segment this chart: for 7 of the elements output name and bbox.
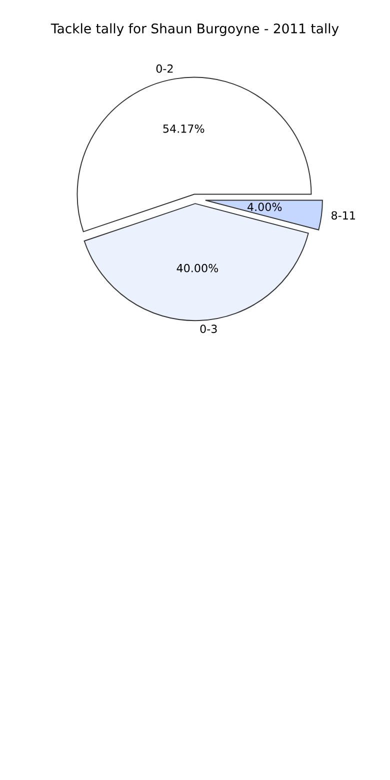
slice-label: 0-3 [200,324,217,334]
slice-label: 0-2 [156,64,173,73]
chart-title: Tackle tally for Shaun Burgoyne - 2011 tally [50,23,339,36]
data-label: 40.00% [176,264,218,272]
slice-label: 8-11 [332,211,355,220]
data-label: 54.17% [163,124,204,133]
data-label: 4.00% [248,202,282,212]
